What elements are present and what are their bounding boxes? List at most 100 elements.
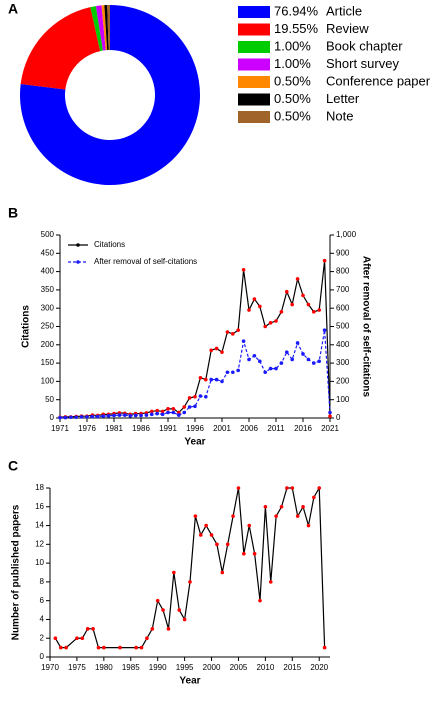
y-tick-label: 0: [40, 652, 45, 661]
marker: [279, 310, 284, 314]
slice: [95, 5, 106, 51]
marker: [198, 533, 203, 537]
legend-label: Book chapter: [326, 38, 403, 53]
x-tick-label: 2001: [213, 424, 231, 433]
marker: [102, 645, 106, 650]
marker: [252, 297, 257, 301]
marker: [317, 308, 322, 312]
marker: [322, 645, 327, 650]
x-tick-label: 1995: [176, 663, 194, 672]
y-tick-label: 300: [41, 303, 55, 312]
legend-marker: [76, 260, 80, 264]
y2-tick-label: 400: [336, 340, 350, 349]
marker: [220, 570, 225, 575]
y-tick-label: 50: [45, 395, 54, 404]
marker: [258, 598, 262, 603]
marker: [312, 361, 316, 365]
marker: [231, 514, 235, 518]
marker: [188, 580, 192, 584]
marker: [204, 377, 208, 382]
x-tick-label: 1985: [122, 663, 140, 672]
legend-value: 19.55%: [274, 21, 319, 36]
legend-label: Review: [326, 21, 369, 36]
y2-tick-label: 800: [336, 267, 350, 276]
marker: [160, 412, 165, 417]
marker: [263, 370, 268, 375]
marker: [187, 405, 192, 409]
marker: [317, 486, 322, 490]
marker: [301, 352, 305, 356]
marker: [290, 486, 295, 490]
y-tick-label: 10: [35, 558, 44, 567]
marker: [322, 328, 327, 332]
marker: [295, 514, 300, 518]
marker: [231, 370, 235, 375]
slice: [20, 7, 101, 90]
legend-swatch: [238, 93, 270, 106]
marker: [214, 346, 219, 351]
marker: [155, 408, 159, 413]
marker: [312, 495, 316, 500]
marker: [53, 636, 58, 641]
marker: [171, 410, 176, 415]
x-tick-label: 1986: [132, 424, 150, 433]
marker: [247, 523, 252, 528]
marker: [220, 350, 224, 354]
marker: [171, 407, 176, 411]
marker: [90, 414, 95, 419]
marker: [118, 645, 122, 650]
y-tick-label: 16: [35, 502, 44, 511]
y-tick-label: 450: [41, 248, 55, 257]
series-line: [59, 260, 331, 418]
marker: [306, 357, 311, 362]
x-tick-label: 2020: [310, 663, 328, 672]
marker: [285, 350, 289, 354]
marker: [193, 514, 198, 518]
marker: [274, 319, 278, 323]
marker: [252, 551, 257, 556]
marker: [209, 377, 213, 382]
x-tick-label: 2016: [294, 424, 312, 433]
y2-tick-label: 600: [336, 303, 350, 312]
marker: [204, 523, 208, 528]
marker: [75, 636, 79, 641]
marker: [236, 486, 241, 490]
marker: [182, 410, 186, 415]
marker: [166, 407, 170, 411]
marker: [123, 413, 127, 417]
y-tick-label: 500: [41, 230, 55, 239]
marker: [285, 486, 289, 490]
legend-label: Note: [326, 108, 353, 123]
legend-value: 76.94%: [274, 3, 319, 18]
marker: [58, 415, 62, 420]
marker: [64, 645, 68, 650]
y2-tick-label: 700: [336, 285, 350, 294]
marker: [112, 413, 116, 418]
marker: [63, 415, 68, 420]
panel-label: A: [8, 1, 18, 17]
legend-swatch: [238, 76, 270, 88]
marker: [139, 645, 144, 650]
marker: [177, 413, 181, 417]
marker: [268, 366, 273, 371]
marker: [306, 523, 311, 528]
slice: [101, 5, 108, 51]
marker: [96, 645, 101, 650]
marker: [133, 413, 138, 418]
legend-swatch: [238, 58, 270, 71]
y-tick-label: 2: [40, 633, 45, 642]
marker: [193, 394, 197, 399]
marker: [301, 504, 305, 509]
marker: [58, 645, 63, 650]
marker: [177, 410, 181, 415]
marker: [290, 302, 295, 307]
marker: [328, 410, 332, 415]
marker: [101, 414, 105, 418]
marker: [106, 414, 111, 418]
marker: [128, 414, 132, 418]
marker: [80, 636, 85, 641]
marker: [69, 415, 73, 420]
x-axis-label: Year: [184, 437, 205, 448]
legend-value: 0.50%: [274, 108, 311, 123]
x-tick-label: 2011: [267, 424, 285, 433]
